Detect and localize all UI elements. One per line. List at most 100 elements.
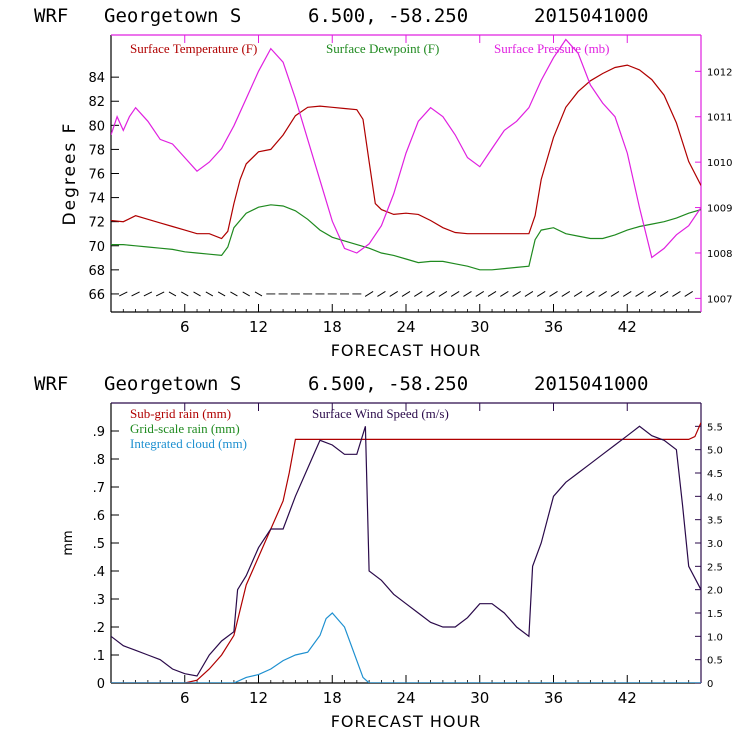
wind-barb	[401, 291, 411, 297]
wind-barb	[364, 291, 374, 297]
x-tick-label: 18	[323, 689, 342, 707]
wind-barb	[536, 291, 546, 297]
x-tick-label: 12	[249, 689, 268, 707]
wind-barb	[500, 291, 509, 297]
top-header-coords: 6.500, -58.250	[308, 5, 468, 27]
bottom-header-coords: 6.500, -58.250	[308, 373, 468, 395]
y-left-tick-label: .3	[93, 593, 105, 608]
wind-barb	[377, 291, 386, 297]
y-left-tick-label: .1	[93, 649, 105, 664]
y-right-tick-label: 2.0	[707, 586, 723, 597]
y-right-tick-label: 1008	[707, 249, 732, 260]
wind-barb	[524, 291, 534, 297]
y-left-tick-label: 72	[88, 216, 105, 231]
wind-barb	[230, 291, 238, 297]
x-tick-label: 6	[180, 318, 190, 336]
wind-barb	[487, 291, 497, 297]
y-left-tick-label: .7	[93, 481, 105, 496]
wind-barb	[119, 291, 128, 297]
wind-barb	[598, 291, 607, 297]
y-left-tick-label: .5	[93, 537, 105, 552]
wind-barb	[254, 291, 263, 297]
wind-barb	[672, 291, 681, 297]
y-left-tick-label: .8	[93, 453, 105, 468]
x-axis-label: FORECAST HOUR	[331, 341, 482, 360]
x-tick-label: 36	[544, 689, 563, 707]
wind-barb	[561, 291, 571, 297]
precipitation-panel: 6 12 18 24 30 36 42 FORECAST HOUR 0 .1 .2 .3 .4 .5 .6.…	[61, 402, 723, 731]
x-tick-label: 6	[180, 689, 190, 707]
series-line-integrated-cloud-mm	[111, 612, 701, 683]
top-header-model: WRF	[34, 5, 68, 27]
series-line-sub-grid-rain-mm	[111, 422, 701, 683]
top-header-station: Georgetown S	[104, 5, 241, 27]
wind-barb	[242, 291, 250, 297]
y-right-tick-label: 0	[707, 679, 713, 690]
bottom-header-model: WRF	[34, 373, 68, 395]
legend-entry: Surface Dewpoint (F)	[326, 41, 439, 56]
x-tick-label: 18	[323, 318, 342, 336]
y-left-tick-label: 66	[88, 288, 105, 303]
y-right-tick-label: 1.5	[707, 609, 723, 620]
x-tick-label: 42	[618, 689, 637, 707]
y-right-tick-label: 1012	[707, 67, 732, 78]
x-axis-label: FORECAST HOUR	[331, 712, 482, 731]
legend-entry: Grid-scale rain (mm)	[130, 421, 240, 436]
series-line-surface-dewpoint-f	[111, 204, 701, 271]
x-tick-label: 42	[618, 318, 637, 336]
y-left-tick-label: 82	[88, 95, 105, 110]
y-left-tick-label: 68	[88, 264, 105, 279]
wind-barb	[635, 291, 644, 297]
y-axis-label: Degrees F	[60, 122, 80, 226]
y-left-tick-label: .9	[93, 425, 105, 440]
legend-entry: Surface Wind Speed (m/s)	[312, 406, 449, 421]
wind-barb	[463, 291, 472, 297]
wind-barb	[389, 291, 398, 297]
series-line-surface-temperature-f	[111, 64, 701, 240]
y-right-tick-label: 5.5	[707, 422, 723, 433]
y-right-tick-label: 4.0	[707, 492, 723, 503]
wind-barb	[623, 291, 632, 297]
bottom-header-station: Georgetown S	[104, 373, 241, 395]
wind-barb	[143, 291, 153, 297]
bottom-header-init: 2015041000	[534, 373, 648, 395]
wind-barb	[549, 291, 558, 297]
y-right-tick-label: 1010	[707, 158, 732, 169]
x-tick-label: 24	[396, 689, 415, 707]
wind-barb	[217, 291, 226, 297]
y-right-tick-label: 3.0	[707, 539, 723, 550]
y-right-tick-label: 1007	[707, 294, 732, 305]
y-left-tick-label: 0	[97, 677, 105, 692]
y-left-tick-label: .2	[93, 621, 105, 636]
wind-barb	[193, 291, 201, 297]
legend-entry: Surface Pressure (mb)	[494, 41, 610, 56]
top-header-init: 2015041000	[534, 5, 648, 27]
y-right-tick-label: 2.5	[707, 562, 723, 573]
x-tick-label: 24	[396, 318, 415, 336]
x-tick-label: 30	[470, 689, 489, 707]
y-left-tick-label: 84	[88, 71, 105, 86]
wind-barb	[426, 291, 435, 297]
y-right-tick-label: 4.5	[707, 469, 723, 480]
series-line-surface-pressure-mb	[111, 38, 701, 259]
wind-barb	[205, 291, 214, 297]
y-right-tick-label: 5.0	[707, 446, 723, 457]
wind-barb	[684, 291, 693, 297]
wind-barb	[610, 291, 620, 297]
wind-barb	[450, 291, 460, 297]
wind-barb	[573, 291, 583, 297]
wind-barb	[586, 291, 595, 297]
wind-barb	[181, 291, 189, 297]
legend-entry: Surface Temperature (F)	[130, 41, 257, 56]
y-left-tick-label: 78	[88, 143, 105, 158]
y-left-tick-label: 80	[88, 119, 105, 134]
wind-barb	[414, 291, 423, 297]
y-right-tick-label: 1011	[707, 113, 732, 124]
legend-entry: Sub-grid rain (mm)	[130, 406, 231, 421]
y-left-tick-label: 74	[88, 192, 105, 207]
x-tick-label: 36	[544, 318, 563, 336]
y-left-tick-label: 70	[88, 240, 105, 255]
y-right-tick-label: 1009	[707, 204, 732, 215]
legend-entry: Integrated cloud (mm)	[130, 436, 247, 451]
wind-barb	[512, 291, 521, 297]
